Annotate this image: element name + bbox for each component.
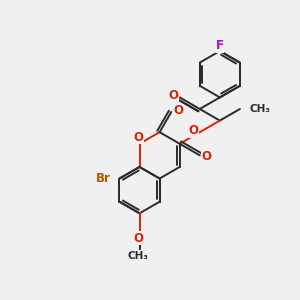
Text: O: O: [174, 104, 184, 117]
Text: CH₃: CH₃: [249, 104, 270, 114]
Text: O: O: [189, 124, 199, 137]
Text: Br: Br: [96, 172, 111, 185]
Text: F: F: [216, 39, 224, 52]
Text: O: O: [168, 89, 178, 102]
Text: O: O: [133, 131, 143, 144]
Text: O: O: [133, 232, 143, 245]
Text: CH₃: CH₃: [128, 251, 148, 261]
Text: O: O: [201, 150, 211, 163]
